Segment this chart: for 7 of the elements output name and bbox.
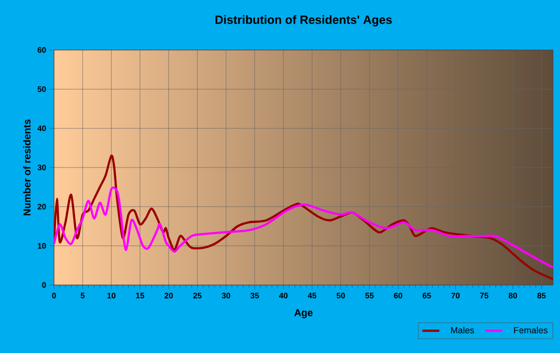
line-series	[54, 154, 554, 280]
legend-label: Males	[451, 326, 474, 334]
x-axis-title: Age	[294, 309, 313, 318]
legend-label: Females	[514, 326, 548, 334]
line-series	[54, 186, 554, 268]
chart-title: Distribution of Residents' Ages	[216, 15, 392, 26]
y-axis-title: Number of residents	[23, 119, 31, 216]
